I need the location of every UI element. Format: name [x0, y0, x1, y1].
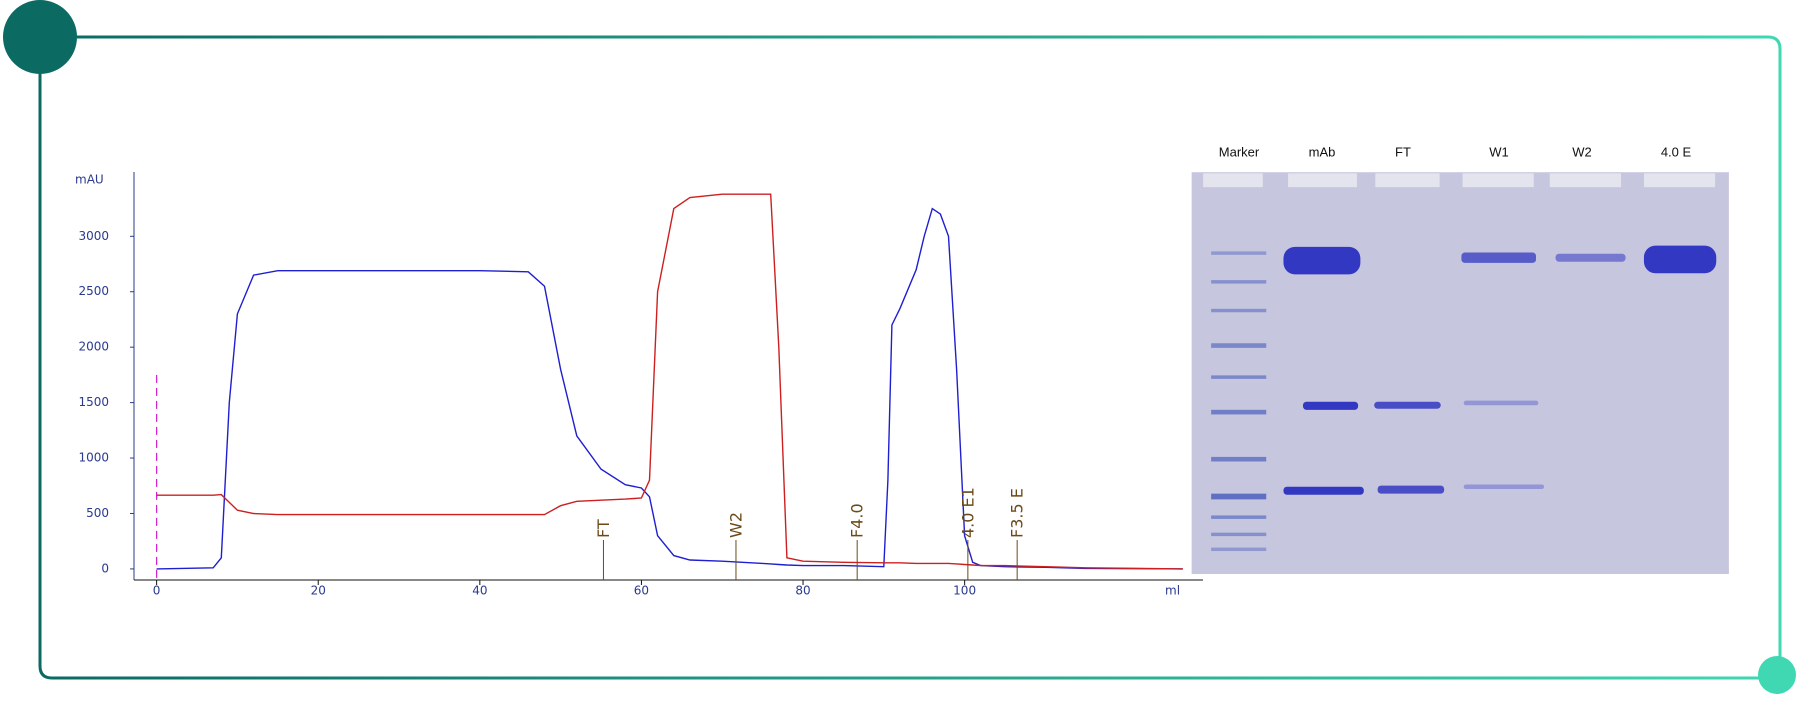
y-axis-label: mAU — [75, 173, 104, 187]
y-tick-label: 2000 — [78, 340, 109, 354]
lane-label: W1 — [1489, 144, 1509, 159]
fraction-label: F3.5 E — [1008, 488, 1027, 538]
wells — [1203, 173, 1716, 188]
y-tick-label: 1000 — [78, 451, 109, 465]
x-tick-label: 80 — [795, 584, 810, 598]
lane-label: Marker — [1219, 144, 1260, 159]
gel-background — [1191, 172, 1729, 574]
lane-label: mAb — [1309, 144, 1336, 159]
lane-label: W2 — [1572, 144, 1592, 159]
frame-dot — [3, 0, 77, 74]
y-tick-label: 3000 — [78, 229, 109, 243]
chromatogram: mAU ml 0 500 1000 1500 2000 2500 3000 0 20 40 60 80… — [75, 172, 1203, 598]
fraction-label: W2 — [726, 512, 745, 538]
lane-label: FT — [1395, 144, 1411, 159]
y-tick-label: 0 — [101, 561, 109, 575]
series-line — [156, 207, 1183, 570]
fraction-label: F4.0 — [848, 503, 867, 538]
x-tick-label: 0 — [153, 584, 161, 598]
bands — [1283, 245, 1717, 495]
ladder — [1211, 251, 1267, 552]
y-tick-label: 500 — [86, 506, 109, 520]
series-line — [156, 193, 1183, 570]
x-tick-label: 40 — [472, 584, 487, 598]
y-tick-label: 1500 — [78, 395, 109, 409]
x-tick-label: 20 — [311, 584, 326, 598]
x-tick-label: 60 — [634, 584, 649, 598]
x-axis-label: ml — [1165, 584, 1180, 598]
lane-label: 4.0 E — [1661, 144, 1692, 159]
frame-dot — [1758, 656, 1796, 694]
gel — [1191, 172, 1729, 574]
x-tick-label: 100 — [953, 584, 976, 598]
fraction-label: FT — [594, 519, 613, 538]
fraction-label: 4.0 E1 — [958, 487, 977, 538]
y-tick-label: 2500 — [78, 284, 109, 298]
